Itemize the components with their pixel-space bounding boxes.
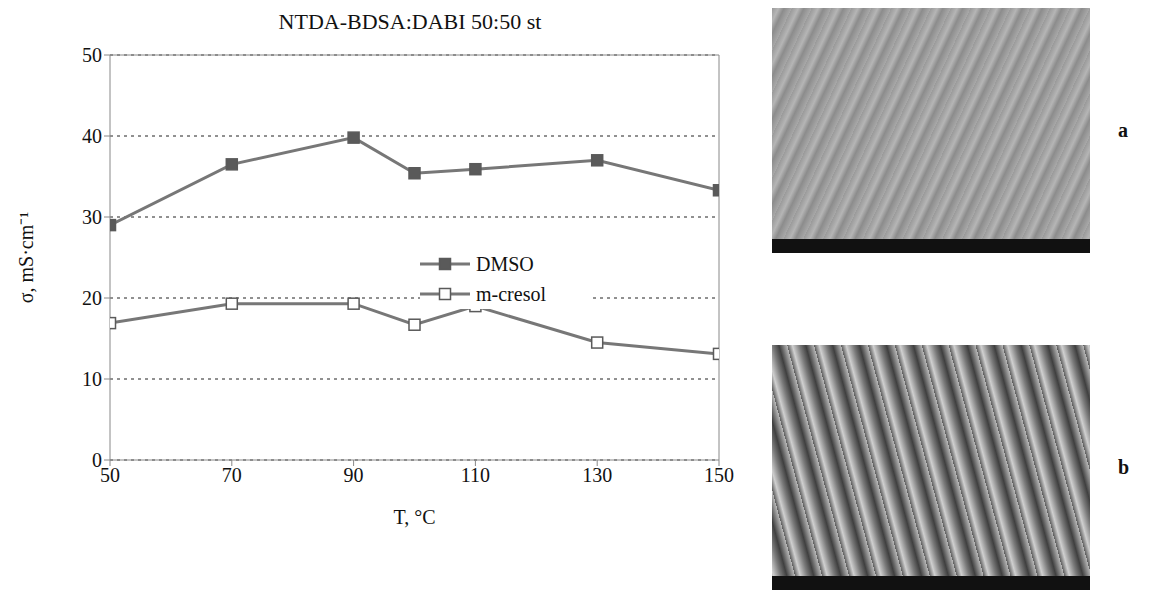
html-text:a: a [1118,119,1128,141]
svg-text:0: 0 [92,449,102,471]
html-text:b: b [1118,456,1130,478]
svg-text:70: 70 [222,464,242,486]
html-text:NTDA-BDSA:DABI 50:50 st: NTDA-BDSA:DABI 50:50 st [278,9,542,34]
svg-text:T, °C: T, °C [393,506,435,528]
html-text:m-cresol: m-cresol [476,282,546,305]
svg-text:10: 10 [82,368,102,390]
svg-text:110: 110 [461,464,490,486]
svg-text:90: 90 [344,464,364,486]
svg-text:20: 20 [82,287,102,309]
svg-text:40: 40 [82,125,102,147]
svg-text:σ, mS·cm⁻¹: σ, mS·cm⁻¹ [15,212,37,304]
svg-text:50: 50 [100,464,120,486]
svg-text:130: 130 [582,464,612,486]
html-text:DMSO: DMSO [476,252,534,275]
svg-text:150: 150 [704,464,734,486]
svg-text:50: 50 [82,44,102,66]
svg-text:30: 30 [82,206,102,228]
